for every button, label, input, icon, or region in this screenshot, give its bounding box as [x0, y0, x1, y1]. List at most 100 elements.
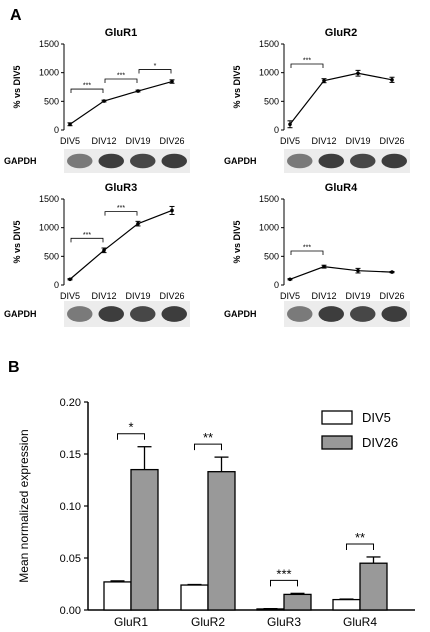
y-tick-label: 1000: [259, 223, 279, 233]
y-tick-label: 500: [264, 251, 279, 261]
y-tick-label: 1000: [39, 223, 59, 233]
x-tick-label: DIV26: [159, 291, 184, 301]
data-point: [390, 270, 394, 274]
blot-band: [67, 306, 93, 322]
legend-swatch: [321, 410, 353, 425]
line-chart-3: GluR3 0 500 1000 1500 % vs DIV5 DIV5 DIV12 DIV19…: [12, 182, 185, 301]
bar-div5: [180, 584, 209, 611]
blot-band: [381, 306, 407, 322]
bar-div26: [130, 468, 159, 611]
blot-band: [161, 153, 187, 169]
blot-band: [287, 153, 313, 169]
y-tick-label: 0.00: [60, 605, 81, 617]
y-tick-label: 1500: [39, 194, 59, 204]
y-tick-label: 1000: [39, 68, 59, 78]
y-tick-label: 1500: [39, 39, 59, 49]
y-axis-title: % vs DIV5: [232, 65, 242, 108]
x-tick-label: DIV12: [91, 291, 116, 301]
x-tick-label: DIV5: [60, 291, 80, 301]
significance-label: ***: [303, 58, 311, 65]
data-point: [170, 208, 174, 213]
y-tick-label: 0.20: [60, 397, 81, 409]
panel-label-b: B: [8, 359, 20, 376]
blot-band: [318, 153, 344, 169]
blot-label: GAPDH: [224, 309, 257, 319]
chart-title: GluR1: [105, 27, 137, 39]
x-tick-label: GluR1: [114, 615, 148, 629]
y-tick-label: 0: [274, 125, 279, 135]
line-chart-4: GluR4 0 500 1000 1500 % vs DIV5 DIV5 DIV12 DIV19…: [232, 182, 405, 301]
x-tick-label: DIV26: [379, 291, 404, 301]
blot-label: GAPDH: [224, 156, 257, 166]
series-line: [69, 80, 173, 125]
blot-2: GAPDH: [224, 149, 410, 173]
data-point: [68, 122, 72, 127]
y-tick-label: 500: [44, 96, 59, 106]
legend-swatch: [321, 435, 353, 450]
blot-band: [350, 306, 376, 322]
blot-4: GAPDH: [224, 301, 410, 327]
y-tick-label: 0: [54, 125, 59, 135]
line-chart-1: GluR1 0 500 1000 1500 % vs DIV5 DIV5 DIV12 DIV19…: [12, 27, 185, 146]
x-tick-label: DIV5: [280, 136, 300, 146]
series-line: [289, 72, 393, 125]
data-point: [170, 79, 174, 84]
significance-bracket: [104, 211, 138, 216]
significance-bracket: [70, 237, 104, 243]
significance-label: ***: [303, 245, 311, 252]
significance-label: ***: [276, 566, 291, 581]
x-tick-label: DIV12: [91, 136, 116, 146]
legend-label: DIV26: [362, 435, 398, 450]
legend-label: DIV5: [362, 410, 391, 425]
blot-band: [130, 153, 156, 169]
x-tick-label: DIV26: [379, 136, 404, 146]
y-tick-label: 1500: [259, 194, 279, 204]
chart-title: GluR3: [105, 182, 137, 194]
significance-label: ***: [83, 83, 91, 90]
blot-band: [318, 306, 344, 322]
data-point: [136, 221, 140, 226]
significance-bracket: [346, 543, 374, 550]
data-point: [102, 99, 106, 103]
bar-div5: [103, 581, 132, 611]
significance-label: ***: [83, 232, 91, 239]
data-point: [322, 264, 326, 269]
y-tick-label: 0.10: [60, 501, 81, 513]
western-blots: GAPDH GAPDH GAPDH GAPDH: [4, 149, 410, 327]
y-tick-label: 0.15: [60, 449, 81, 461]
y-tick-label: 1500: [259, 39, 279, 49]
y-axis-title: Mean normalized expression: [17, 429, 31, 582]
bar-div26: [283, 593, 312, 611]
x-tick-label: GluR2: [191, 615, 225, 629]
y-tick-label: 1000: [259, 68, 279, 78]
blot-band: [98, 306, 124, 322]
blot-3: GAPDH: [4, 301, 190, 327]
chart-title: GluR2: [325, 27, 357, 39]
legend: DIV5 DIV26: [321, 410, 398, 450]
blot-band: [98, 153, 124, 169]
data-point: [68, 277, 72, 282]
series-line: [69, 209, 173, 280]
blot-band: [381, 153, 407, 169]
significance-bracket: [290, 250, 324, 255]
chart-title: GluR4: [325, 182, 358, 194]
data-point: [356, 268, 360, 273]
x-tick-label: GluR3: [267, 615, 301, 629]
y-axis-title: % vs DIV5: [232, 220, 242, 263]
significance-label: *: [154, 63, 157, 70]
significance-bracket: [70, 88, 104, 94]
significance-label: ***: [117, 205, 125, 212]
y-tick-label: 500: [44, 251, 59, 261]
series-line: [289, 266, 393, 280]
x-tick-label: DIV5: [280, 291, 300, 301]
x-tick-label: DIV19: [125, 291, 150, 301]
data-point: [356, 71, 360, 76]
bar-chart: 0.00 0.05 0.10 0.15 0.20 Mean normalized expr…: [17, 397, 415, 629]
significance-label: ***: [117, 73, 125, 80]
data-point: [136, 89, 140, 93]
bar-div26: [207, 471, 236, 611]
x-tick-label: GluR4: [343, 615, 377, 629]
data-point: [322, 78, 326, 83]
x-tick-label: DIV19: [345, 136, 370, 146]
